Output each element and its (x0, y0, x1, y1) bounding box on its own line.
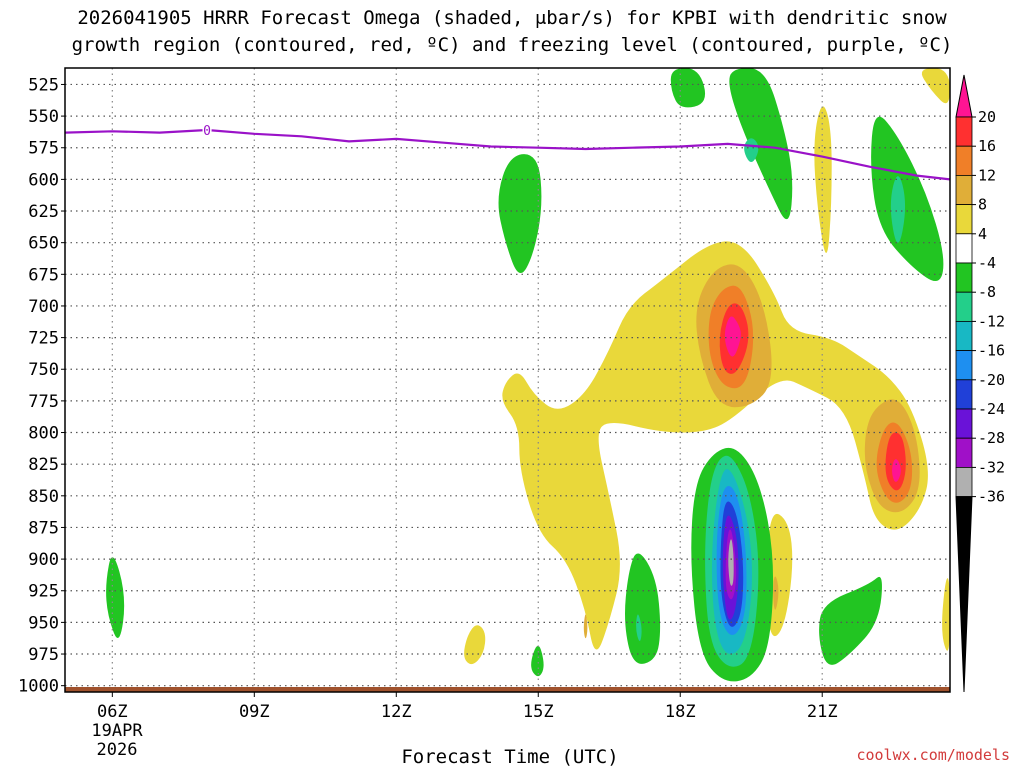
colorbar-bottom-arrow (955, 496, 973, 693)
colorbar-label-9: -20 (978, 371, 1005, 389)
colorbar-segment-10 (955, 408, 973, 439)
y-tick-label-925: 925 (28, 582, 59, 602)
freezing-level-contour: 0 (65, 123, 950, 181)
omega-region-6 (921, 68, 950, 104)
ground-strip (65, 687, 950, 692)
colorbar-segment-12 (955, 466, 973, 497)
omega-region-32 (819, 576, 882, 665)
colorbar-label-11: -28 (978, 429, 1005, 447)
omega-region-19 (464, 625, 486, 665)
y-tick-label-1000: 1000 (18, 677, 59, 697)
time-axis: 19APR 2026 06Z 09Z 12Z 15Z 18Z 21Z (91, 692, 838, 760)
x-tick-label-12Z: 12Z (381, 702, 412, 722)
y-tick-label-975: 975 (28, 645, 59, 665)
omega-region-20 (942, 578, 950, 651)
omega-region-5 (890, 176, 906, 243)
y-tick-label-800: 800 (28, 424, 59, 444)
y-tick-label-625: 625 (28, 202, 59, 222)
y-tick-label-525: 525 (28, 75, 59, 95)
y-tick-label-575: 575 (28, 139, 59, 159)
date-label-day: 19APR (91, 721, 143, 741)
y-tick-label-675: 675 (28, 265, 59, 285)
pressure-axis: 525 550 575 600 625 650 675 700 725 750 775 800 825 8… (18, 75, 65, 697)
credit-link[interactable]: coolwx.com/models (856, 746, 1010, 764)
y-tick-label-950: 950 (28, 613, 59, 633)
y-tick-label-900: 900 (28, 550, 59, 570)
colorbar-segment-0 (955, 116, 973, 147)
colorbar-label-5: -4 (978, 254, 996, 272)
omega-region-31 (636, 614, 642, 642)
y-tick-label-725: 725 (28, 329, 59, 349)
y-tick-label-775: 775 (28, 392, 59, 412)
colorbar-label-6: -8 (978, 283, 996, 301)
omega-region-7 (814, 106, 832, 253)
omega-region-30 (625, 553, 661, 664)
omega-region-12 (724, 316, 741, 357)
omega-region-17 (766, 513, 793, 637)
omega-region-33 (531, 645, 544, 677)
x-tick-label-06Z: 06Z (97, 702, 128, 722)
date-label-year: 2026 (97, 740, 138, 760)
y-tick-label-650: 650 (28, 234, 59, 254)
y-tick-label-875: 875 (28, 518, 59, 538)
omega-region-8 (502, 241, 928, 650)
x-tick-label-18Z: 18Z (665, 702, 696, 722)
colorbar-label-1: 16 (978, 137, 996, 155)
colorbar-segment-5 (955, 262, 973, 293)
omega-shading (106, 68, 950, 682)
omega-region-1 (729, 68, 793, 220)
colorbar-segment-1 (955, 145, 973, 176)
omega-region-16 (892, 459, 901, 482)
colorbar-segment-7 (955, 320, 973, 351)
omega-region-4 (871, 116, 944, 282)
colorbar-label-8: -16 (978, 342, 1005, 360)
y-tick-label-850: 850 (28, 487, 59, 507)
colorbar-segment-11 (955, 437, 973, 468)
x-tick-label-09Z: 09Z (239, 702, 270, 722)
omega-region-34 (583, 614, 588, 639)
colorbar-segment-4 (955, 233, 973, 264)
freezing-level-line (65, 128, 950, 181)
y-tick-label-750: 750 (28, 360, 59, 380)
colorbar-label-2: 12 (978, 166, 996, 184)
gridlines (65, 68, 950, 692)
chart-title: 2026041905 HRRR Forecast Omega (shaded, … (72, 7, 953, 56)
colorbar-label-4: 4 (978, 225, 987, 243)
colorbar-segment-8 (955, 350, 973, 381)
omega-region-18 (773, 576, 779, 610)
freezing-level-label: 0 (203, 124, 211, 139)
colorbar-segment-3 (955, 204, 973, 235)
x-axis-title: Forecast Time (UTC) (401, 746, 618, 768)
x-tick-label-15Z: 15Z (523, 702, 554, 722)
x-tick-label-21Z: 21Z (807, 702, 838, 722)
omega-region-3 (498, 154, 542, 274)
colorbar-label-0: 20 (978, 108, 996, 126)
plot-frame (64, 67, 951, 693)
omega-region-0 (670, 68, 706, 108)
omega-region-28 (728, 539, 734, 586)
colorbar-label-12: -32 (978, 458, 1005, 476)
omega-region-29 (106, 557, 125, 638)
colorbar-segment-6 (955, 291, 973, 322)
y-tick-label-550: 550 (28, 107, 59, 127)
title-line-1: 2026041905 HRRR Forecast Omega (shaded, … (77, 7, 947, 29)
title-line-2: growth region (contoured, red, ºC) and f… (72, 34, 953, 56)
colorbar-label-3: 8 (978, 196, 987, 214)
colorbar-label-10: -24 (978, 400, 1005, 418)
colorbar-segment-9 (955, 379, 973, 410)
colorbar: 20 16 12 8 4 -4 -8 -12 -16 -20 -24 -28 -32 -36 (955, 74, 1005, 693)
y-tick-label-700: 700 (28, 297, 59, 317)
y-tick-label-825: 825 (28, 455, 59, 475)
colorbar-label-13: -36 (978, 488, 1005, 506)
y-tick-label-600: 600 (28, 170, 59, 190)
colorbar-label-7: -12 (978, 312, 1005, 330)
colorbar-top-arrow (955, 74, 973, 118)
omega-region-2 (744, 138, 759, 162)
colorbar-segment-2 (955, 174, 973, 205)
